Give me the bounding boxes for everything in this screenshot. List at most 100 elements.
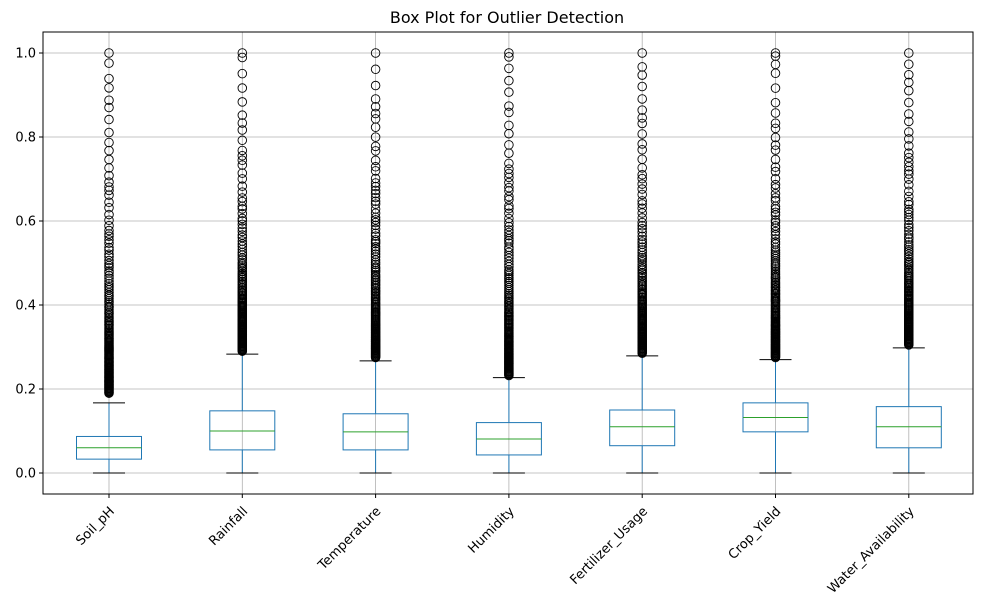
outlier-point — [637, 129, 647, 139]
outlier-point — [104, 209, 114, 220]
box-group-fertilizer-usage — [609, 48, 676, 474]
y-tick-label: 0.0 — [15, 467, 36, 482]
outlier-point — [637, 242, 647, 252]
outlier-point — [904, 263, 914, 274]
outlier-point — [637, 221, 647, 231]
outlier-point — [104, 127, 114, 138]
outlier-point — [770, 118, 781, 128]
outlier-point — [504, 177, 514, 188]
x-tick-label: Soil_pH — [73, 504, 118, 549]
outlier-point — [904, 48, 914, 58]
outlier-point — [904, 157, 914, 168]
outlier-point — [370, 259, 381, 270]
outlier-point — [370, 132, 381, 142]
outlier-point — [637, 203, 647, 214]
outlier-point — [770, 266, 781, 276]
outlier-point — [104, 58, 114, 68]
outlier-point — [504, 272, 514, 283]
outlier-point — [237, 174, 248, 184]
outlier-point — [370, 181, 381, 192]
outlier-point — [237, 181, 248, 191]
outlier-point — [237, 151, 248, 161]
outlier-point — [104, 281, 114, 291]
outlier-point — [237, 230, 248, 240]
outlier-point — [904, 229, 914, 240]
outlier-point — [904, 240, 914, 250]
outlier-point — [237, 187, 248, 197]
outlier-point — [104, 242, 114, 253]
outlier-point — [370, 173, 381, 184]
outlier-point — [637, 199, 647, 209]
outlier-point — [237, 223, 248, 233]
outlier-point — [904, 152, 914, 163]
outlier-point — [904, 199, 914, 210]
outlier-point — [104, 83, 114, 93]
outlier-point — [904, 267, 914, 278]
outlier-point — [370, 192, 381, 203]
box-group-crop-yield — [742, 48, 809, 474]
outlier-point — [504, 276, 514, 287]
outlier-point — [504, 256, 514, 267]
outlier-point — [104, 137, 114, 148]
outlier-point — [504, 63, 514, 74]
outlier-point — [104, 245, 114, 255]
outlier-point — [637, 154, 647, 164]
outlier-point — [104, 252, 114, 262]
outlier-point — [504, 227, 514, 238]
outlier-point — [504, 238, 514, 248]
x-axis: Soil_pH Rainfall Temperature Humidity Fertil… — [73, 494, 918, 597]
outlier-point — [637, 62, 647, 72]
outlier-point — [637, 234, 647, 245]
outlier-point — [637, 237, 647, 247]
box-group-rainfall — [209, 48, 276, 474]
outlier-point — [770, 174, 781, 184]
outlier-point — [370, 228, 381, 239]
outlier-point — [770, 183, 781, 193]
y-tick-label: 0.4 — [15, 299, 36, 314]
outlier-point — [904, 148, 914, 158]
outlier-point — [370, 269, 381, 280]
outlier-point — [370, 262, 381, 272]
outlier-point — [904, 204, 914, 215]
outlier-point — [370, 178, 381, 188]
outlier-point — [904, 212, 914, 223]
outlier-point — [104, 197, 114, 207]
outlier-point — [904, 109, 914, 119]
outlier-point — [504, 230, 514, 241]
outlier-point — [770, 234, 781, 244]
outlier-point — [504, 208, 514, 218]
outlier-point — [237, 226, 248, 237]
outlier-point — [637, 81, 647, 92]
outlier-point — [370, 208, 381, 218]
outlier-point — [104, 177, 114, 187]
outlier-point — [504, 101, 514, 111]
outlier-point — [770, 215, 781, 225]
outlier-point — [637, 169, 647, 180]
outlier-point — [770, 188, 781, 199]
outlier-point — [637, 271, 647, 281]
outlier-point — [904, 232, 914, 242]
outlier-point — [904, 134, 914, 144]
outlier-point — [237, 160, 248, 170]
outlier-point — [504, 107, 514, 118]
outlier-point — [370, 94, 381, 104]
outlier-point — [770, 108, 781, 118]
outlier-point — [637, 94, 647, 104]
outlier-point — [504, 120, 514, 131]
x-tick-label: Crop_Yield — [726, 504, 785, 563]
outlier-point — [770, 154, 781, 165]
outlier-point — [637, 239, 647, 249]
outlier-point — [770, 226, 781, 237]
outlier-point — [770, 195, 781, 206]
outlier-point — [637, 213, 647, 223]
outlier-point — [237, 219, 248, 230]
outlier-point — [104, 182, 114, 192]
outlier-point — [637, 118, 647, 129]
outlier-point — [904, 237, 914, 247]
outlier-point — [370, 204, 381, 214]
x-tick-label: Fertilizer_Usage — [567, 504, 651, 588]
outlier-point — [237, 213, 248, 224]
outlier-point — [904, 226, 914, 236]
outlier-point — [370, 155, 381, 166]
outlier-point — [104, 231, 114, 242]
